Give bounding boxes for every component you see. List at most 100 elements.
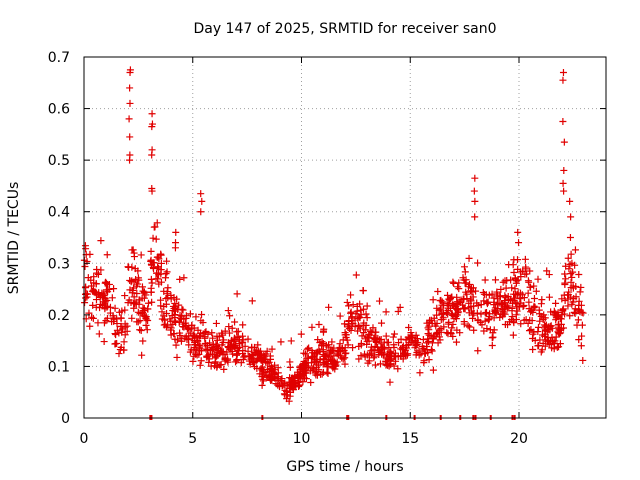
data-point xyxy=(378,319,386,327)
data-point xyxy=(427,346,435,354)
data-point xyxy=(110,285,118,293)
data-point xyxy=(531,303,539,311)
x-tick-label: 15 xyxy=(401,431,419,447)
data-point xyxy=(447,310,455,318)
data-point xyxy=(548,324,556,332)
data-point xyxy=(511,285,519,293)
data-point xyxy=(384,353,392,361)
data-point xyxy=(310,352,318,360)
data-point xyxy=(171,244,179,252)
data-point xyxy=(349,344,357,352)
data-point xyxy=(101,279,109,287)
data-point xyxy=(197,208,205,216)
x-axis-label: GPS time / hours xyxy=(286,459,403,475)
y-tick-label: 0.1 xyxy=(48,359,70,375)
data-point xyxy=(449,278,457,286)
data-point xyxy=(382,308,390,316)
x-tick-label: 20 xyxy=(510,431,528,447)
data-point xyxy=(547,308,555,316)
data-point xyxy=(355,355,363,363)
data-point xyxy=(232,337,240,345)
data-point xyxy=(361,326,369,334)
data-point xyxy=(186,348,194,356)
data-point xyxy=(223,356,231,364)
data-point xyxy=(382,332,390,340)
data-point xyxy=(141,312,149,320)
data-point xyxy=(148,279,156,287)
data-point xyxy=(160,302,168,310)
data-point xyxy=(534,328,542,336)
data-point xyxy=(285,397,293,405)
data-point xyxy=(308,346,316,354)
data-point xyxy=(231,318,239,326)
data-point xyxy=(215,333,223,341)
data-point xyxy=(384,350,392,358)
data-point xyxy=(343,298,351,306)
data-point xyxy=(188,334,196,342)
data-point xyxy=(171,314,179,322)
data-point xyxy=(90,273,98,281)
data-point xyxy=(449,320,457,328)
data-point xyxy=(454,283,462,291)
data-point xyxy=(136,326,144,334)
data-point xyxy=(567,250,575,258)
data-point xyxy=(229,350,237,358)
data-point xyxy=(407,329,415,337)
data-point xyxy=(572,282,580,290)
y-tick-label: 0.4 xyxy=(48,205,70,221)
data-point xyxy=(550,307,558,315)
plot-frame xyxy=(83,56,607,419)
data-point xyxy=(147,247,155,255)
data-point xyxy=(363,333,371,341)
data-point xyxy=(351,316,359,324)
data-point xyxy=(81,263,89,271)
data-point xyxy=(149,263,157,271)
data-point xyxy=(113,339,121,347)
data-point xyxy=(81,242,89,250)
data-point xyxy=(470,187,478,195)
data-point xyxy=(155,255,163,263)
data-point xyxy=(345,325,353,333)
data-point xyxy=(543,267,551,275)
y-tick-label: 0.5 xyxy=(48,153,70,169)
data-point xyxy=(204,352,212,360)
data-point xyxy=(135,276,143,284)
data-point xyxy=(228,336,236,344)
data-point xyxy=(364,359,372,367)
y-axis-label: SRMTID / TECUs xyxy=(6,182,22,295)
data-point xyxy=(371,328,379,336)
data-point xyxy=(297,362,305,370)
data-point xyxy=(483,298,491,306)
data-point xyxy=(497,310,505,318)
data-point xyxy=(106,309,114,317)
data-point xyxy=(490,314,498,322)
data-point xyxy=(433,304,441,312)
data-point xyxy=(178,312,186,320)
data-point xyxy=(103,286,111,294)
data-point xyxy=(198,347,206,355)
data-point xyxy=(121,306,129,314)
data-point xyxy=(377,340,385,348)
data-point xyxy=(290,383,298,391)
data-point xyxy=(405,323,413,331)
data-point xyxy=(397,335,405,343)
data-point xyxy=(370,354,378,362)
data-point xyxy=(471,174,479,182)
data-point xyxy=(564,254,572,262)
data-point xyxy=(329,364,337,372)
data-point xyxy=(371,361,379,369)
data-point xyxy=(424,330,432,338)
data-point xyxy=(355,313,363,321)
data-point xyxy=(347,308,355,316)
data-point xyxy=(248,343,256,351)
data-point xyxy=(325,303,333,311)
data-point xyxy=(556,340,564,348)
data-point xyxy=(522,263,530,271)
data-point xyxy=(460,318,468,326)
data-point xyxy=(97,237,105,245)
data-point xyxy=(534,323,542,331)
data-point xyxy=(260,351,268,359)
data-point xyxy=(226,312,234,320)
data-point xyxy=(363,340,371,348)
data-point xyxy=(154,275,162,283)
